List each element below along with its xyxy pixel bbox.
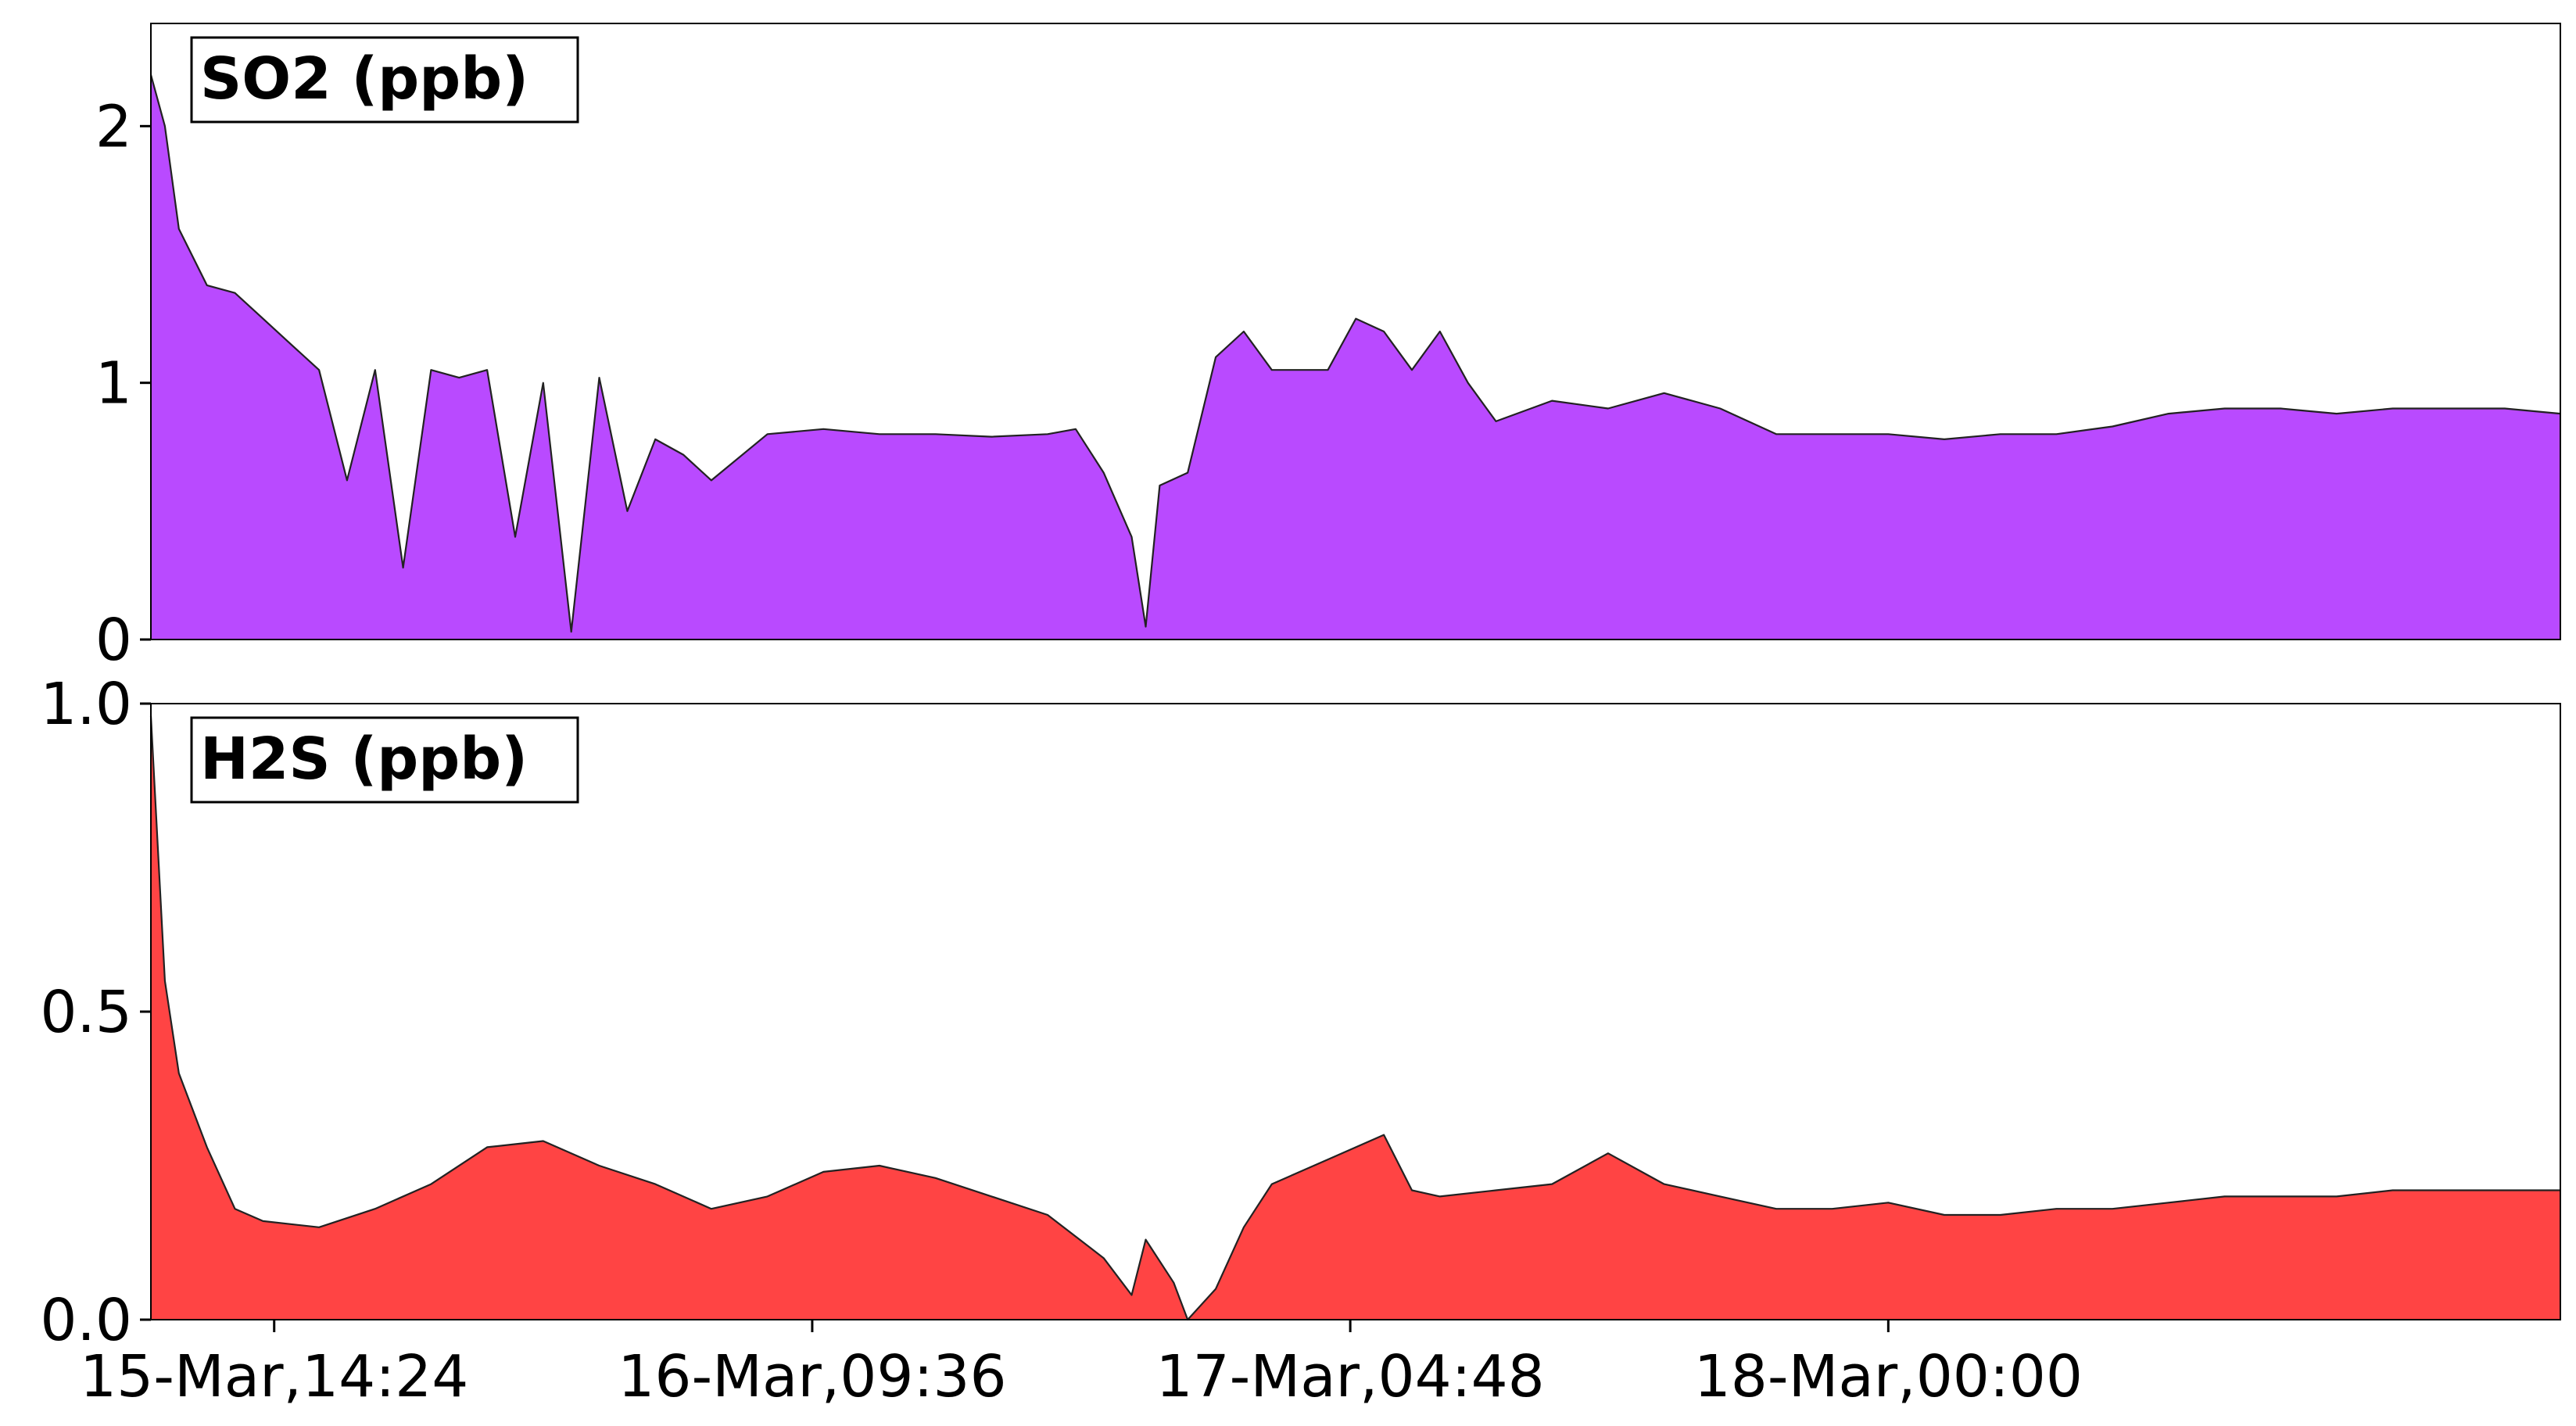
series-line — [149, 715, 2560, 1321]
y-tick-label: 0.0 — [40, 1287, 132, 1354]
y-tick-label: 0.5 — [40, 979, 132, 1046]
so2-panel: 0 1 2 SO2 (ppb) — [95, 23, 2561, 674]
x-tick-label: 16-Mar,09:36 — [618, 1343, 1006, 1410]
y-tick-label: 1.0 — [40, 671, 132, 738]
panel-label-box — [190, 36, 579, 124]
series-area — [151, 715, 2560, 1320]
x-tick-label: 15-Mar,14:24 — [80, 1343, 468, 1410]
series-line — [149, 74, 2561, 633]
y-tick-label: 0 — [95, 607, 132, 674]
y-tick-label: 2 — [95, 93, 132, 160]
plot-frame — [150, 23, 2561, 640]
panel-label: SO2 (ppb) — [200, 45, 528, 113]
x-tick-label: 17-Mar,04:48 — [1155, 1343, 1544, 1410]
panel-label-box — [190, 716, 579, 804]
x-tick-label: 18-Mar,00:00 — [1694, 1343, 2083, 1410]
h2s-panel: 0.0 0.5 1.0 15-Mar,14:24 16-Mar,09:36 17-Mar,… — [40, 671, 2561, 1410]
panel-label: H2S (ppb) — [200, 726, 528, 793]
series-area — [151, 74, 2560, 640]
y-tick-label: 1 — [95, 350, 132, 417]
